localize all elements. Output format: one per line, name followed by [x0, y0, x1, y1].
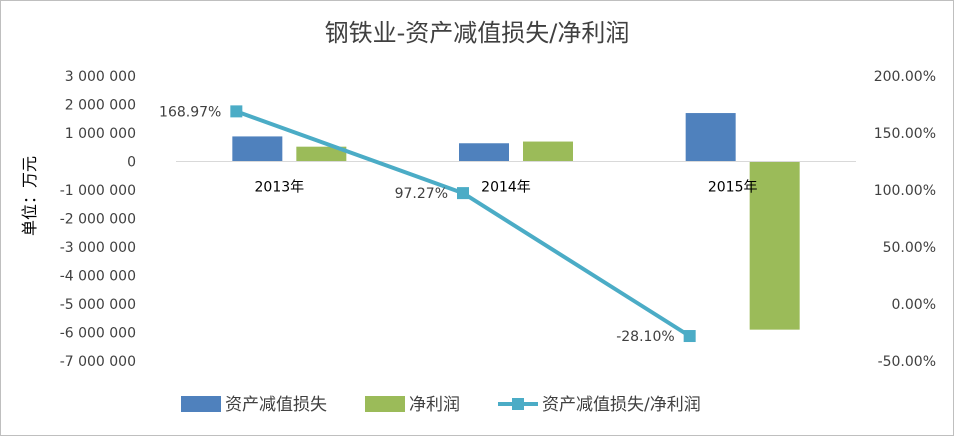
y-tick-left-8: -5 000 000	[60, 297, 136, 313]
y-tick-left-7: -4 000 000	[60, 269, 136, 285]
legend-net-profit-label: 净利润	[409, 395, 460, 415]
legend-impairment-swatch	[181, 396, 221, 412]
bars-layer	[232, 113, 800, 330]
ratio-marker-2	[683, 330, 696, 343]
bar-net-profit-0	[296, 146, 347, 162]
ratio-line-layer: 168.97% 97.27% -28.10%	[159, 104, 696, 345]
bar-impairment-0	[232, 136, 283, 162]
y-tick-left-9: -6 000 000	[60, 326, 136, 342]
x-tick-label-1: 2014年	[481, 180, 531, 196]
y-tick-left-10: -7 000 000	[60, 354, 136, 370]
ratio-data-label-1: 97.27%	[395, 186, 448, 202]
bar-net-profit-1	[523, 141, 573, 162]
y-tick-right-1: 150.00%	[874, 126, 936, 142]
x-tick-label-0: 2013年	[255, 180, 305, 196]
ratio-data-label-0: 168.97%	[159, 104, 221, 120]
y-tick-left-6: -3 000 000	[60, 240, 136, 256]
y-tick-left-2: 1 000 000	[65, 126, 136, 142]
chart-title: 钢铁业-资产减值损失/净利润	[325, 19, 630, 47]
y-tick-left-3: 0	[127, 155, 136, 171]
legend-net-profit-swatch	[365, 396, 405, 412]
y-tick-left-0: 3 000 000	[65, 69, 136, 85]
bar-impairment-1	[459, 143, 509, 162]
y-tick-left-1: 2 000 000	[65, 98, 136, 114]
legend-ratio-swatch-marker	[512, 398, 524, 410]
ratio-marker-0	[230, 105, 243, 118]
y-tick-left-4: -1 000 000	[60, 183, 136, 199]
y-tick-left-5: -2 000 000	[60, 212, 136, 228]
y-tick-right-4: 0.00%	[892, 297, 936, 313]
ratio-data-label-2: -28.10%	[616, 329, 674, 345]
ratio-marker-1	[457, 187, 469, 200]
tick-labels-layer: 2013年 2014年 2015年 3 000 000 2 000 000 1 000 0…	[60, 69, 936, 370]
y-tick-right-0: 200.00%	[874, 69, 936, 85]
y-tick-right-2: 100.00%	[874, 183, 936, 199]
legend-ratio-label: 资产减值损失/净利润	[542, 395, 701, 415]
y-tick-right-3: 50.00%	[883, 240, 936, 256]
y-tick-right-5: -50.00%	[878, 354, 936, 370]
bar-net-profit-2	[749, 161, 800, 330]
x-tick-label-2: 2015年	[708, 180, 758, 196]
legend-impairment-label: 资产减值损失	[225, 395, 327, 415]
bar-impairment-2	[685, 113, 736, 162]
legend: 资产减值损失 净利润 资产减值损失/净利润	[181, 395, 701, 415]
y-axis-label: 单位：万元	[20, 156, 39, 236]
